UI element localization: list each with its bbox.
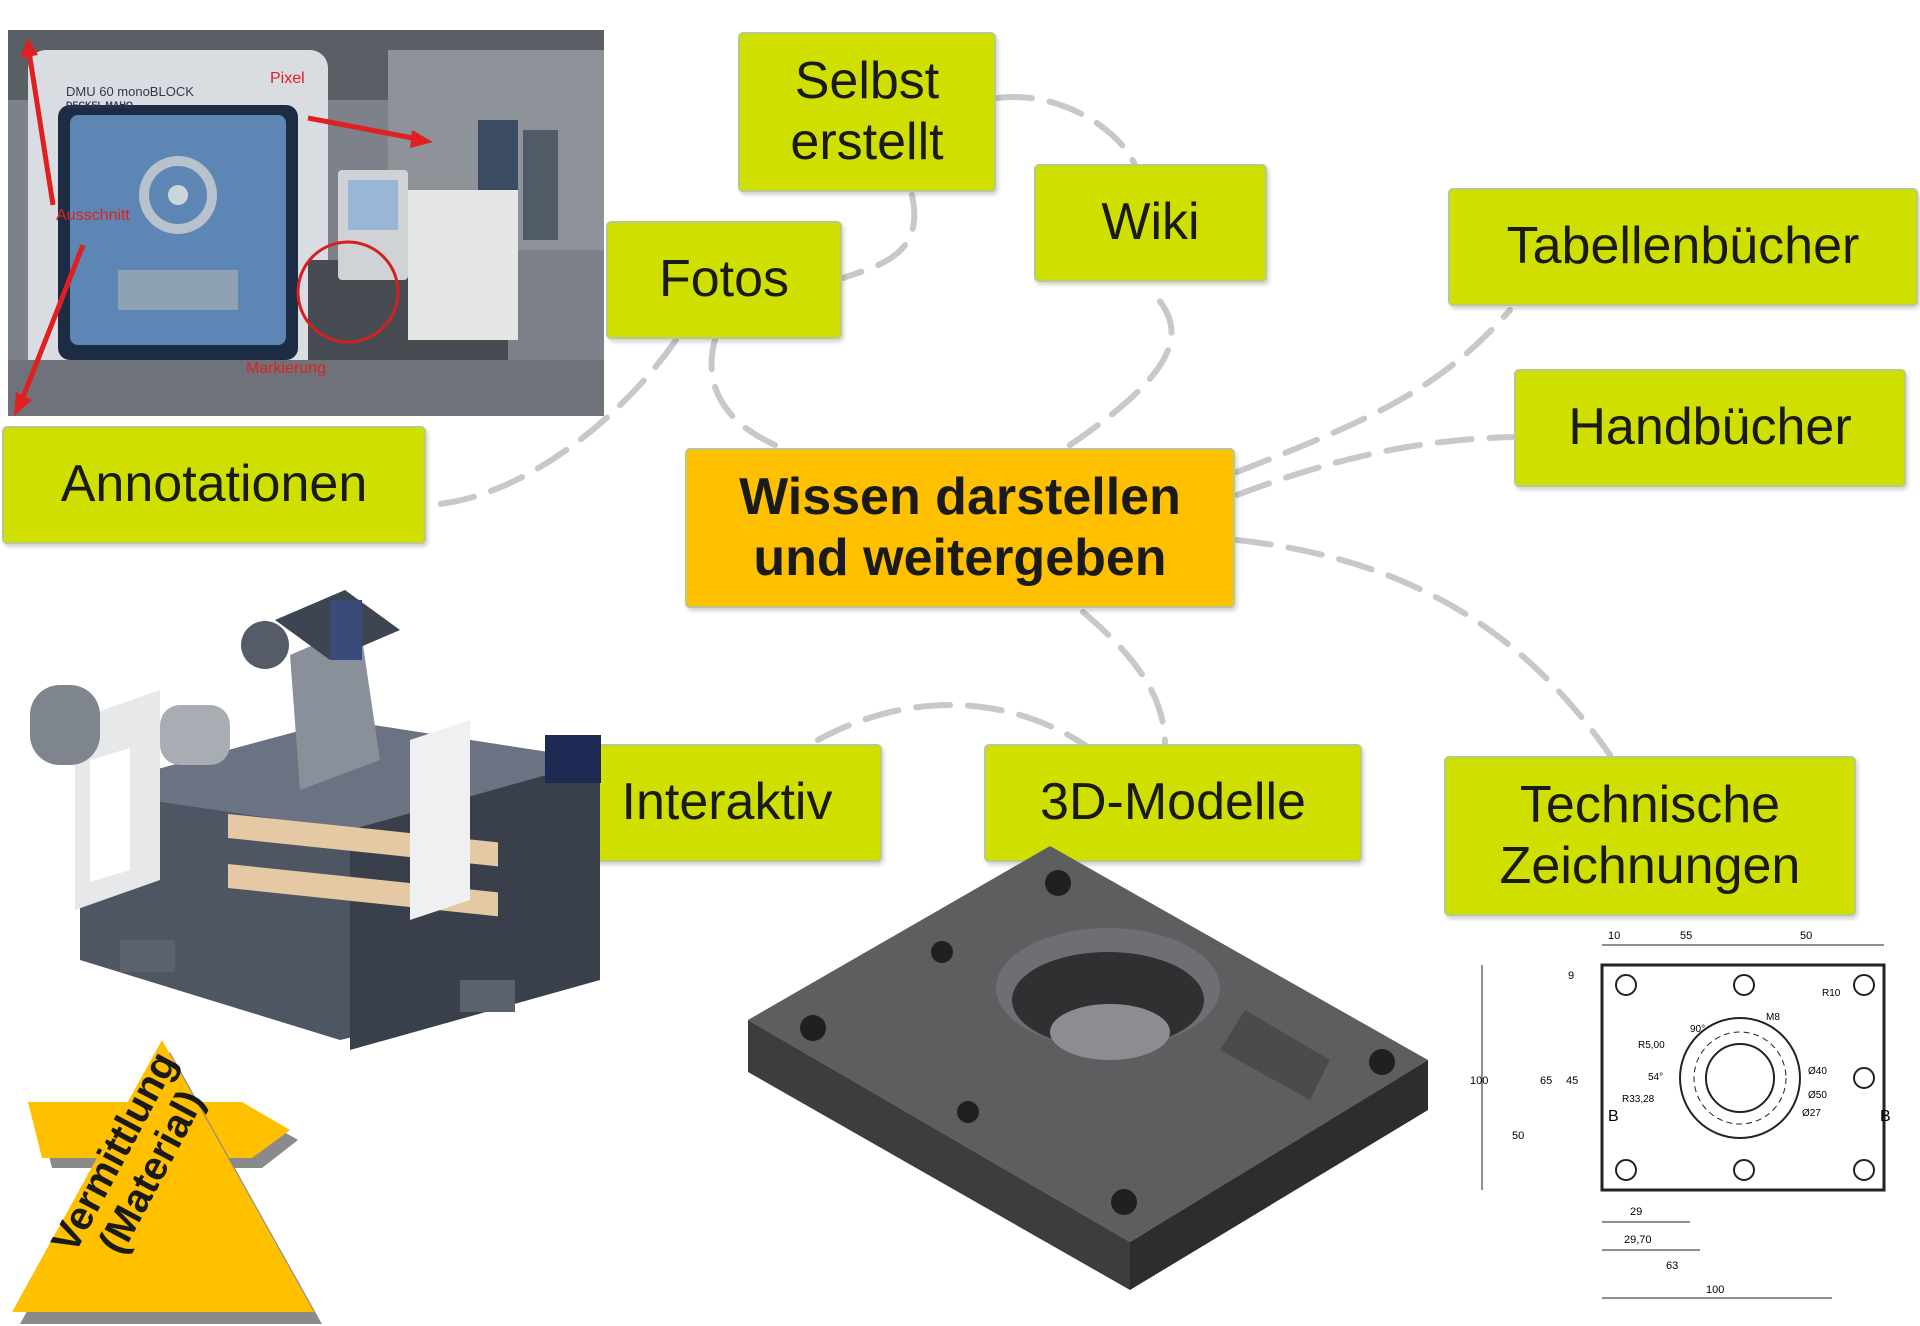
connector-fotos-annotationen [425, 337, 679, 508]
drawing-dim-left-2: 100 [1470, 1075, 1489, 1087]
drawing-annotation-d40: Ø40 [1808, 1066, 1827, 1077]
drawing-annotation-r5: R5,00 [1638, 1040, 1665, 1051]
node-fotos: Fotos [606, 221, 842, 339]
drawing-annotation-m8: M8 [1766, 1012, 1780, 1023]
connector-center-handbuecher [1234, 434, 1515, 498]
node-selbst-erstellt: Selbst erstellt [738, 32, 996, 192]
connector-center-technische [1234, 537, 1613, 758]
node-center-wissen: Wissen darstellen und weitergeben [685, 448, 1235, 608]
drawing-dim-bottom-2: 29,70 [1624, 1234, 1652, 1246]
node-wiki: Wiki [1034, 164, 1267, 282]
drawing-dim-top-3: 50 [1800, 930, 1813, 942]
drawing-annotation-90: 90° [1690, 1024, 1706, 1035]
machine-photo: DMU 60 monoBLOCK DECKEL MAHO Pixel Aussc… [8, 30, 604, 416]
drawing-dim-bottom-4: 100 [1706, 1284, 1725, 1296]
drawing-dim-left-3: 65 [1540, 1075, 1553, 1087]
drawing-annotation-d27: Ø27 [1802, 1108, 1821, 1119]
drawing-annotation-54: 54° [1648, 1072, 1664, 1083]
node-3d-modelle: 3D-Modelle [984, 744, 1362, 862]
node-tabellenbuecher: Tabellenbücher [1448, 188, 1918, 306]
connector-selbst-fotos [840, 192, 918, 281]
drawing-annotation-d50: Ø50 [1808, 1090, 1827, 1101]
machine-photo-drawing [8, 30, 604, 416]
annotation-label-markierung: Markierung [246, 360, 327, 377]
drawing-section-mark-left: B [1608, 1108, 1619, 1125]
drawing-dim-left-5: 50 [1512, 1130, 1525, 1142]
drawing-dim-top-1: 10 [1608, 930, 1621, 942]
annotation-label-ausschnitt: Ausschnitt [56, 207, 130, 224]
drawing-dim-left-4: 45 [1566, 1075, 1579, 1087]
connector-center-fotos [708, 327, 778, 448]
drawing-dim-bottom-3: 63 [1666, 1260, 1679, 1272]
node-technische-zeichnungen: Technische Zeichnungen [1444, 756, 1856, 916]
machine-maker-label: DECKEL MAHO [66, 100, 133, 110]
connector-selbst-wiki [995, 94, 1138, 168]
connector-center-wiki [1067, 287, 1175, 448]
drawing-dim-left-1: 9 [1568, 970, 1575, 982]
node-handbuecher: Handbücher [1514, 369, 1906, 487]
drawing-annotation-r10: R10 [1822, 988, 1841, 999]
node-annotationen: Annotationen [2, 426, 426, 544]
drawing-section-mark-right: B [1880, 1108, 1891, 1125]
drawing-dim-top-2: 55 [1680, 930, 1693, 942]
connector-center-tabellen [1234, 307, 1513, 475]
connector-center-modelle [1080, 609, 1168, 748]
drawing-dim-bottom-1: 29 [1630, 1206, 1643, 1218]
node-interaktiv: Interaktiv [572, 744, 882, 862]
connector-interaktiv-modelle [815, 702, 1088, 748]
annotation-label-pixel: Pixel [270, 70, 305, 87]
drawing-annotation-r33: R33,28 [1622, 1094, 1655, 1105]
machine-brand-label: DMU 60 monoBLOCK [66, 84, 194, 99]
